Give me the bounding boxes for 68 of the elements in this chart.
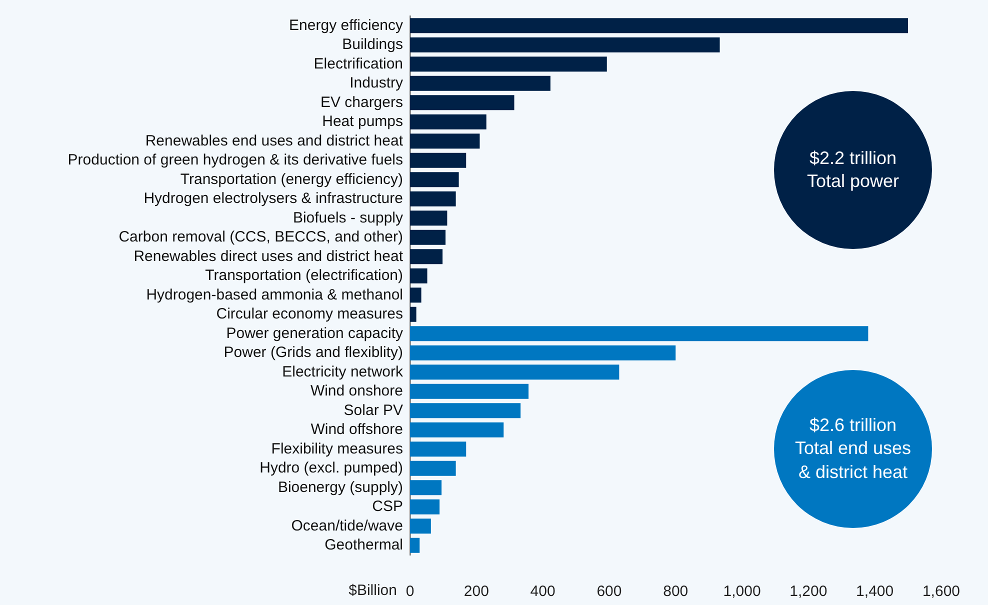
bar [410,230,446,245]
bar [410,345,676,360]
y-tick-label: CSP [372,498,403,516]
circle-badge: $2.2 trillion Total power [774,91,932,249]
y-tick-label: Flexibility measures [271,440,403,458]
x-axis-title: $Billion [348,582,397,600]
y-tick-label: Heat pumps [322,113,403,130]
y-tick-label: Transportation (electrification) [205,267,403,284]
y-tick-label: Carbon removal (CCS, BECCS, and other) [118,228,403,246]
x-tick-label: 800 [663,583,688,600]
y-tick-label: Hydro (excl. pumped) [260,460,403,477]
bar [410,326,868,342]
y-tick-label: Bioenergy (supply) [278,478,404,496]
bar [410,56,607,72]
bar [410,518,431,534]
y-tick-label: Industry [350,74,404,92]
bar [410,134,480,149]
bar [410,37,720,52]
bar [410,95,514,110]
bar [410,384,529,399]
bar [410,152,466,168]
x-tick-label: 1,000 [723,583,761,600]
bar [410,76,550,91]
bar [410,460,456,476]
y-tick-label: Ocean/tide/wave [291,517,403,534]
y-tick-label: Circular economy measures [216,306,403,323]
bar [410,114,486,130]
y-tick-label: Buildings [342,36,403,54]
x-tick-label: 1,200 [790,583,828,600]
y-tick-label: Solar PV [344,402,403,419]
x-tick-label: 600 [596,583,622,600]
bar [410,364,620,380]
x-tick-label: 0 [406,583,414,600]
y-tick-label: Electrification [314,55,403,72]
y-tick-label: Hydrogen-based ammonia & methanol [146,286,403,304]
y-tick-label: Production of green hydrogen & its derivative fuels [68,152,403,169]
x-tick-label: 200 [464,583,489,600]
y-tick-label: Wind onshore [310,382,403,400]
y-tick-label: Hydrogen electrolysers & infrastructure [144,190,403,208]
y-tick-label: Energy efficiency [289,16,404,34]
bar [410,403,521,418]
x-tick-label: 1,600 [922,583,960,600]
circle-badge: $2.6 trillion Total end uses & district heat [774,370,932,528]
bar [410,442,466,457]
y-tick-label: Renewables end uses and district heat [145,132,404,150]
y-tick-label: Electricity network [282,363,404,380]
bar [410,249,443,264]
bar [410,210,448,226]
bar [410,480,442,496]
y-tick-label: Power (Grids and flexiblity) [224,344,403,362]
bar [410,268,428,284]
y-tick-label: Biofuels - supply [292,209,404,226]
bar [410,538,420,553]
y-tick-label: Renewables direct uses and district heat [134,248,404,265]
y-tick-label: Power generation capacity [226,324,404,342]
y-tick-label: EV chargers [320,94,403,111]
bar [410,172,459,188]
bar [410,499,440,514]
bar [410,288,422,303]
bar [410,191,456,206]
y-tick-label: Transportation (energy efficiency) [180,170,403,188]
bar [410,18,908,34]
x-tick-label: 1,400 [856,583,894,600]
bar [410,306,416,322]
x-tick-label: 400 [530,583,556,600]
y-tick-label: Geothermal [324,536,403,554]
bar [410,422,504,438]
y-tick-label: Wind offshore [310,421,403,438]
